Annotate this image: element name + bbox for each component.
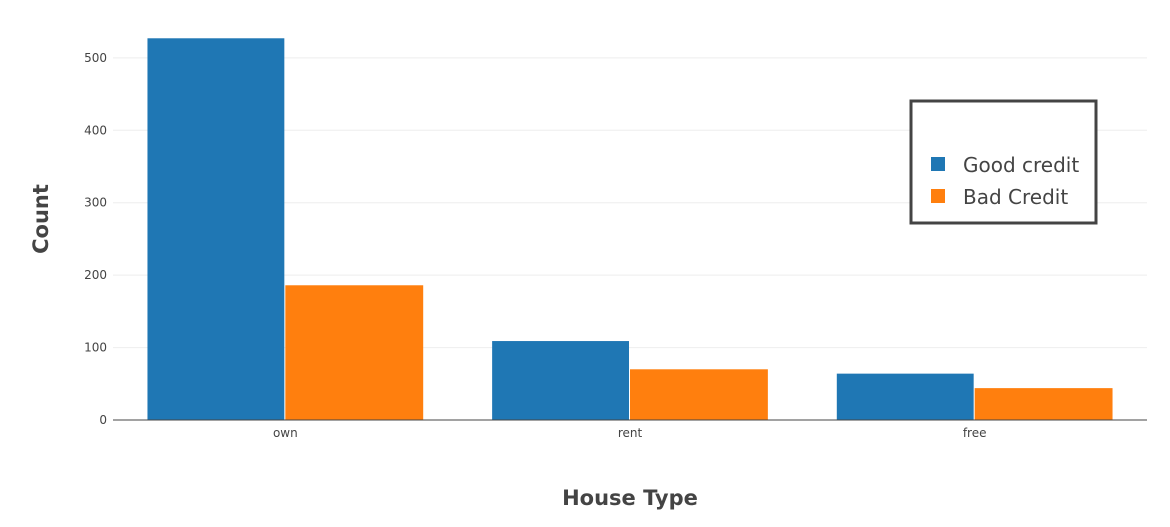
- y-tick-label: 100: [84, 341, 107, 355]
- y-tick-label: 400: [84, 123, 107, 137]
- legend-label-bad-credit: Bad Credit: [963, 185, 1068, 209]
- y-tick-label: 300: [84, 196, 107, 210]
- y-tick-labels: 0 100 200 300 400 500: [84, 51, 107, 427]
- x-tick-label-own: own: [273, 426, 298, 440]
- bar-good-credit-free: [836, 373, 974, 420]
- legend-label-good-credit: Good credit: [963, 153, 1079, 177]
- x-tick-label-free: free: [963, 426, 987, 440]
- x-tick-labels: own rent free: [273, 426, 987, 440]
- y-tick-label: 200: [84, 268, 107, 282]
- bar-bad-credit-rent: [630, 369, 768, 420]
- bar-bad-credit-free: [974, 388, 1113, 420]
- legend-swatch-bad-credit: [931, 189, 945, 203]
- y-tick-label: 500: [84, 51, 107, 65]
- bars: [147, 38, 1113, 421]
- y-axis-title: Count: [29, 184, 53, 254]
- x-tick-label-rent: rent: [618, 426, 643, 440]
- bar-good-credit-rent: [492, 341, 629, 420]
- x-axis-title: House Type: [562, 486, 698, 510]
- legend-swatch-good-credit: [931, 157, 945, 171]
- y-tick-label: 0: [99, 413, 107, 427]
- bar-good-credit-own: [147, 38, 285, 421]
- bar-bad-credit-own: [285, 285, 424, 420]
- legend: Good credit Bad Credit: [909, 99, 1098, 225]
